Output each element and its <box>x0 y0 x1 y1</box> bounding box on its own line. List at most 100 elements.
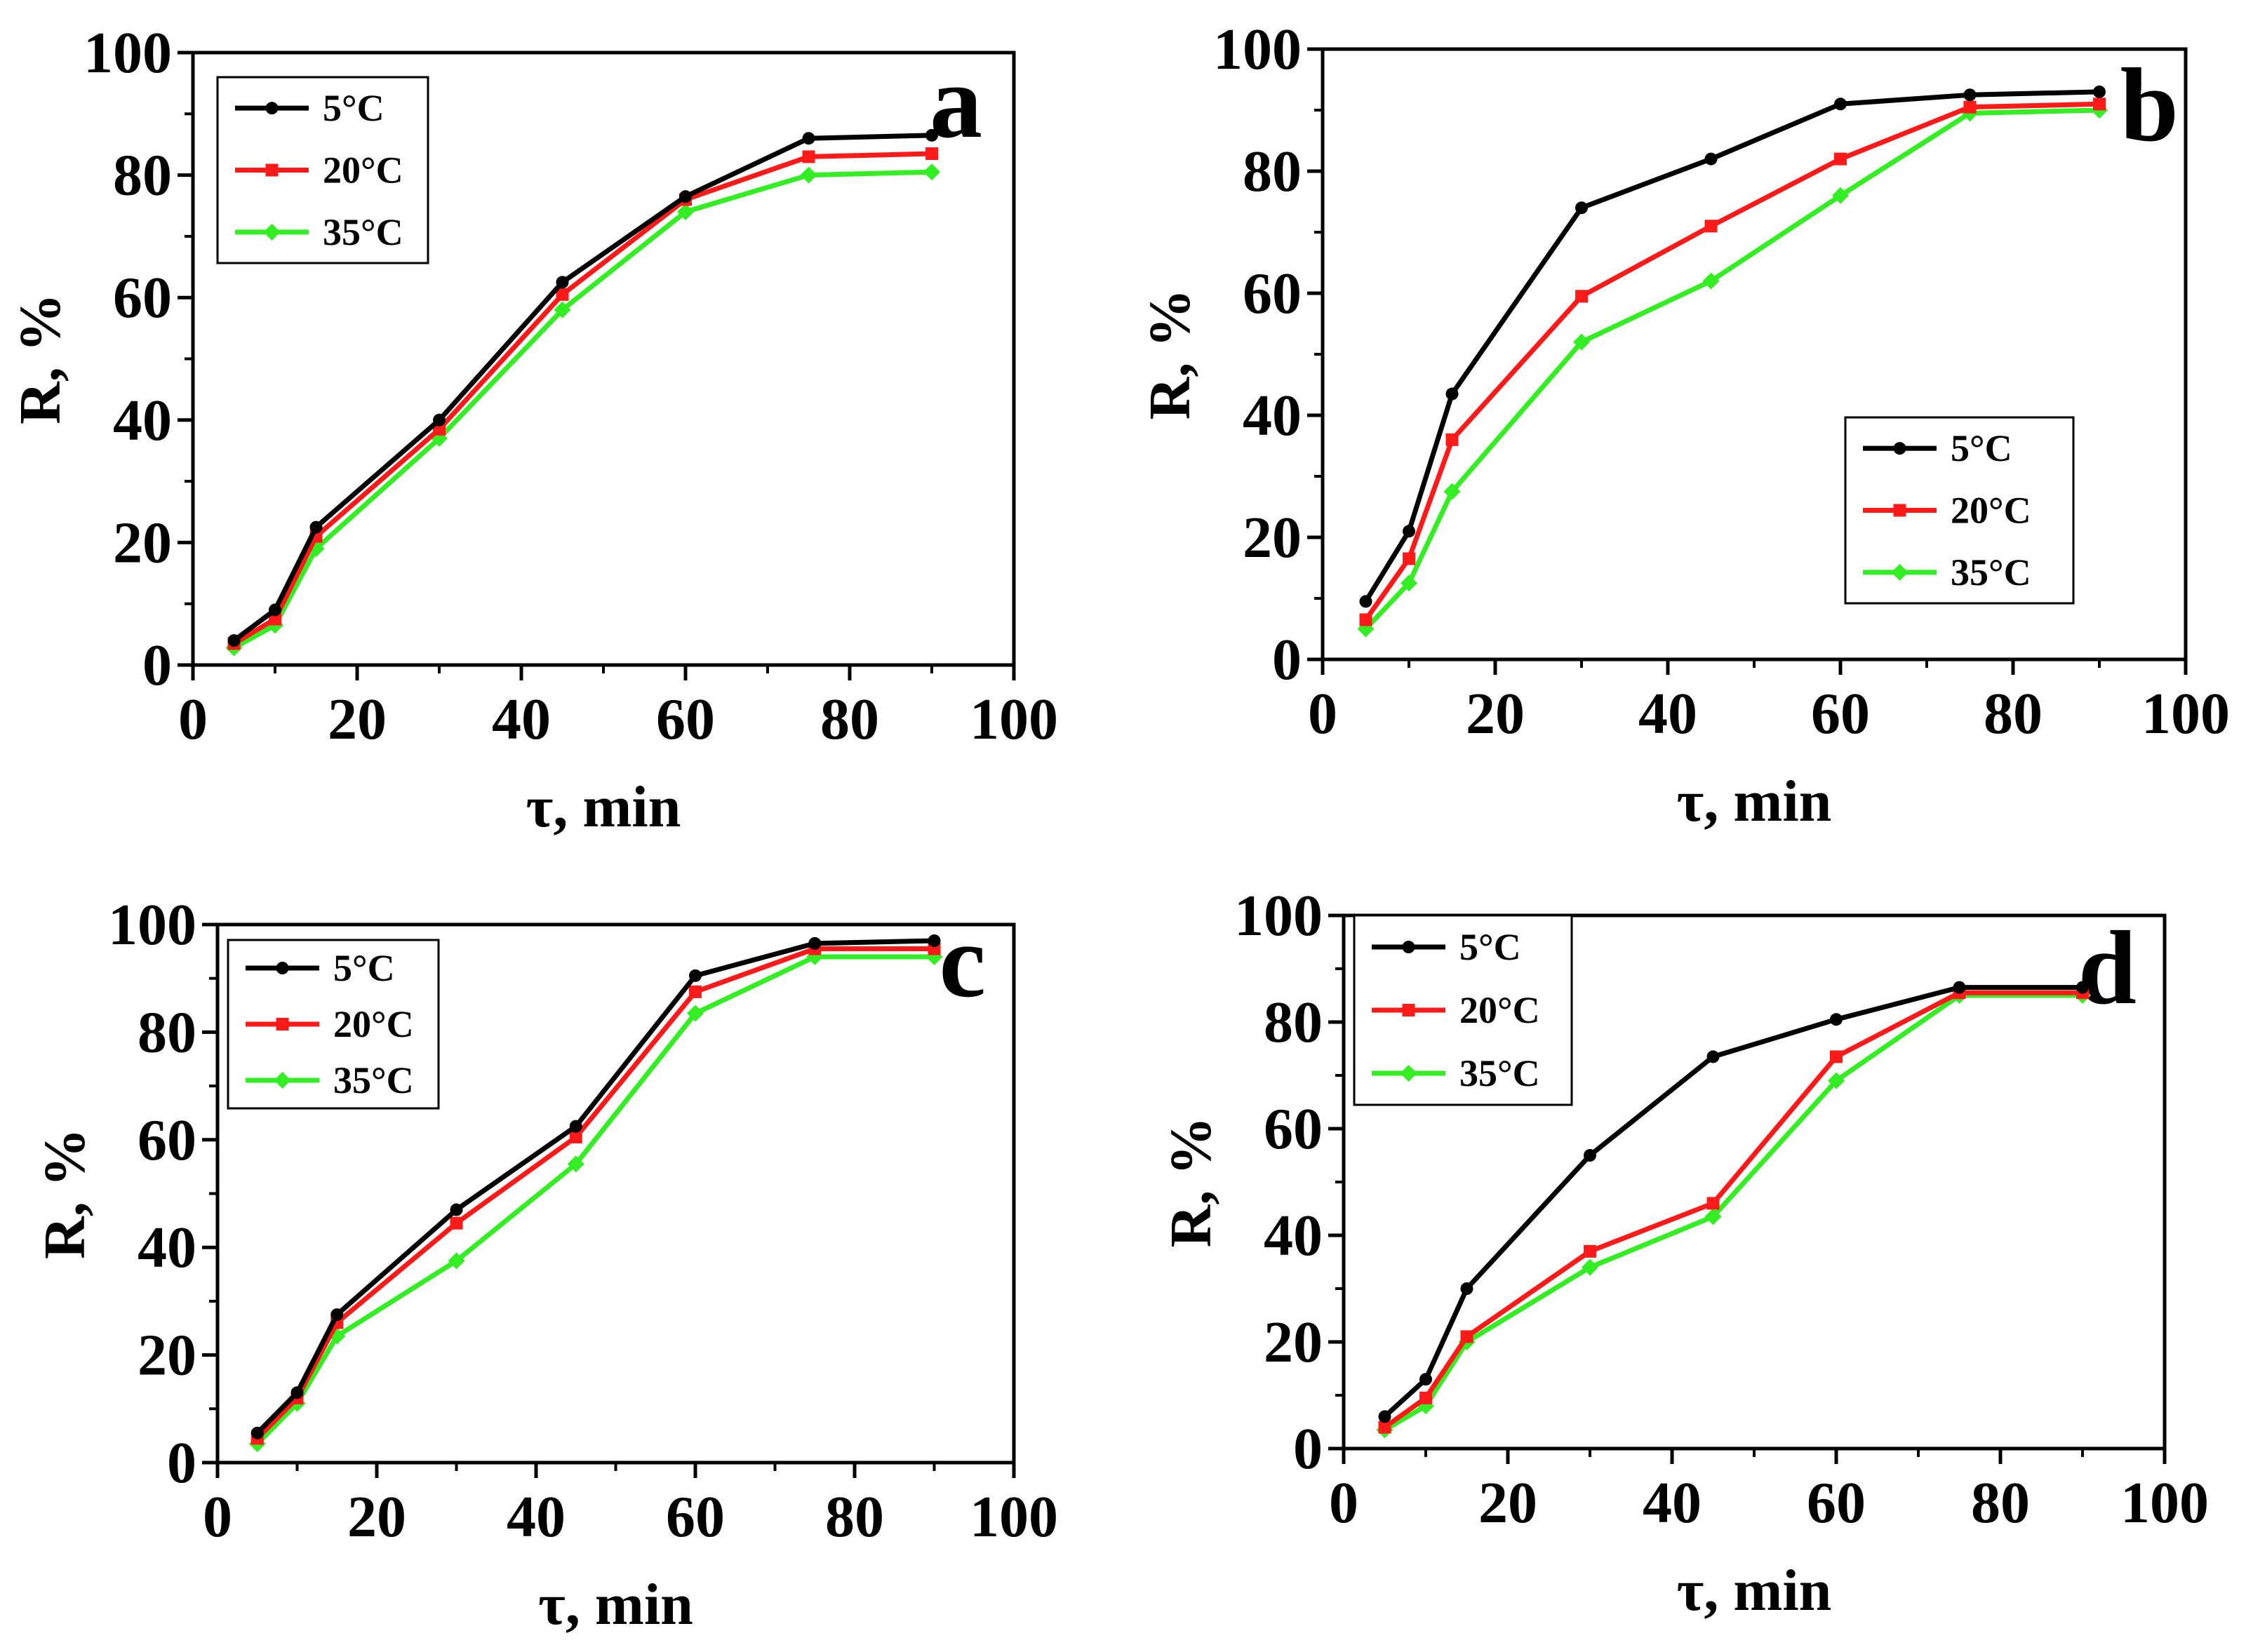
data-point <box>1963 88 1977 102</box>
data-point <box>269 612 281 626</box>
x-axis-title: τ, min <box>538 1572 693 1637</box>
data-point <box>1953 981 1966 994</box>
legend-label: 35°C <box>323 211 403 253</box>
x-tick-label: 20 <box>328 687 387 752</box>
data-point <box>1460 1330 1473 1343</box>
legend-marker <box>1891 563 1909 581</box>
data-point <box>2093 98 2106 111</box>
y-axis-title: R, % <box>1158 1117 1224 1248</box>
x-tick-label: 40 <box>507 1484 566 1550</box>
data-point <box>309 521 323 534</box>
legend: 5°C 20°C 35°C <box>216 76 429 264</box>
legend-marker <box>1402 941 1415 953</box>
data-point <box>1575 290 1588 303</box>
data-point <box>1832 187 1849 204</box>
y-tick-label: 100 <box>83 20 172 86</box>
legend-marker <box>265 102 279 115</box>
data-point <box>1573 333 1590 351</box>
y-tick-label: 40 <box>113 388 172 453</box>
y-tick-label: 40 <box>1243 383 1302 448</box>
data-point <box>1359 595 1372 608</box>
y-tick-label: 0 <box>1272 627 1302 692</box>
data-point <box>1828 1072 1845 1089</box>
data-point <box>1834 98 1847 111</box>
legend-marker <box>1400 1065 1417 1082</box>
y-tick-label: 80 <box>138 1000 196 1065</box>
data-point <box>569 1120 582 1133</box>
y-tick-label: 20 <box>138 1323 196 1388</box>
y-tick-label: 60 <box>1264 1096 1323 1162</box>
y-tick-label: 0 <box>167 1430 196 1496</box>
data-point <box>448 1252 465 1270</box>
y-axis-title: R, % <box>1137 289 1203 420</box>
data-point <box>1584 1244 1596 1258</box>
legend-marker <box>265 163 279 177</box>
data-point <box>569 1130 582 1143</box>
data-point <box>1419 1391 1432 1404</box>
data-point <box>330 1308 344 1322</box>
data-point <box>433 422 446 436</box>
data-point <box>1702 272 1720 290</box>
series-line-35C <box>1363 107 2100 631</box>
y-tick-label: 100 <box>108 892 196 958</box>
data-point <box>554 301 571 318</box>
x-tick-label: 100 <box>970 687 1058 752</box>
legend-label: 5°C <box>323 87 385 129</box>
series-line-5C <box>1363 89 2100 603</box>
legend-label: 20°C <box>323 149 403 192</box>
data-point <box>1706 1197 1720 1210</box>
series-line-35C <box>255 954 935 1446</box>
data-point <box>1359 613 1372 626</box>
data-point <box>1830 1013 1843 1026</box>
data-point <box>556 288 569 301</box>
legend-marker <box>263 223 281 241</box>
data-point <box>1378 1421 1391 1434</box>
y-axis-title: R, % <box>32 1128 98 1259</box>
data-point <box>1445 387 1459 401</box>
data-point <box>925 147 938 161</box>
x-tick-label: 0 <box>1329 1470 1358 1536</box>
panel-letter: d <box>2078 910 2137 1026</box>
data-point <box>808 936 822 950</box>
data-point <box>1460 1282 1473 1295</box>
data-point <box>1704 152 1718 166</box>
series-line-20C <box>255 946 935 1440</box>
y-tick-label: 20 <box>1243 505 1302 570</box>
x-tick-label: 60 <box>666 1484 725 1550</box>
x-tick-label: 20 <box>1466 681 1525 746</box>
data-point <box>450 1203 463 1216</box>
data-point <box>802 132 815 145</box>
series-line-5C <box>1383 985 2083 1418</box>
x-tick-label: 60 <box>656 687 715 752</box>
data-point <box>567 1155 584 1173</box>
y-axis-title: R, % <box>8 293 73 424</box>
legend-label: 35°C <box>333 1059 414 1101</box>
data-point <box>227 634 241 647</box>
data-point <box>800 166 817 184</box>
panel-a: 0 20 40 60 80 100 0 20 40 60 80 100 τ, min R, % a 5°C 20… <box>8 20 1058 840</box>
legend-label: 20°C <box>333 1003 414 1045</box>
data-point <box>250 1426 264 1439</box>
data-point <box>687 1005 704 1022</box>
data-point <box>556 276 569 289</box>
x-tick-label: 0 <box>203 1484 232 1550</box>
x-axis-title: τ, min <box>526 774 681 840</box>
series-line-20C <box>1363 101 2100 622</box>
y-tick-label: 60 <box>138 1108 196 1173</box>
y-tick-label: 80 <box>1243 139 1302 204</box>
y-tick-label: 20 <box>113 510 172 575</box>
legend-marker <box>276 1018 289 1030</box>
data-point <box>689 969 702 982</box>
y-tick-label: 20 <box>1264 1310 1323 1375</box>
panel-d: 0 20 40 60 80 100 0 20 40 60 80 100 τ, min R, % d 5°C 20… <box>1158 883 2209 1623</box>
x-tick-label: 80 <box>825 1484 884 1550</box>
y-tick-label: 80 <box>1264 990 1323 1055</box>
x-tick-label: 80 <box>820 687 879 752</box>
data-point <box>2076 981 2089 994</box>
x-tick-label: 60 <box>1807 1470 1866 1536</box>
legend-label: 35°C <box>1459 1052 1540 1094</box>
legend-label: 5°C <box>1951 427 2012 469</box>
x-tick-label: 0 <box>178 687 208 752</box>
data-point <box>677 203 694 220</box>
y-tick-label: 100 <box>1234 883 1323 948</box>
